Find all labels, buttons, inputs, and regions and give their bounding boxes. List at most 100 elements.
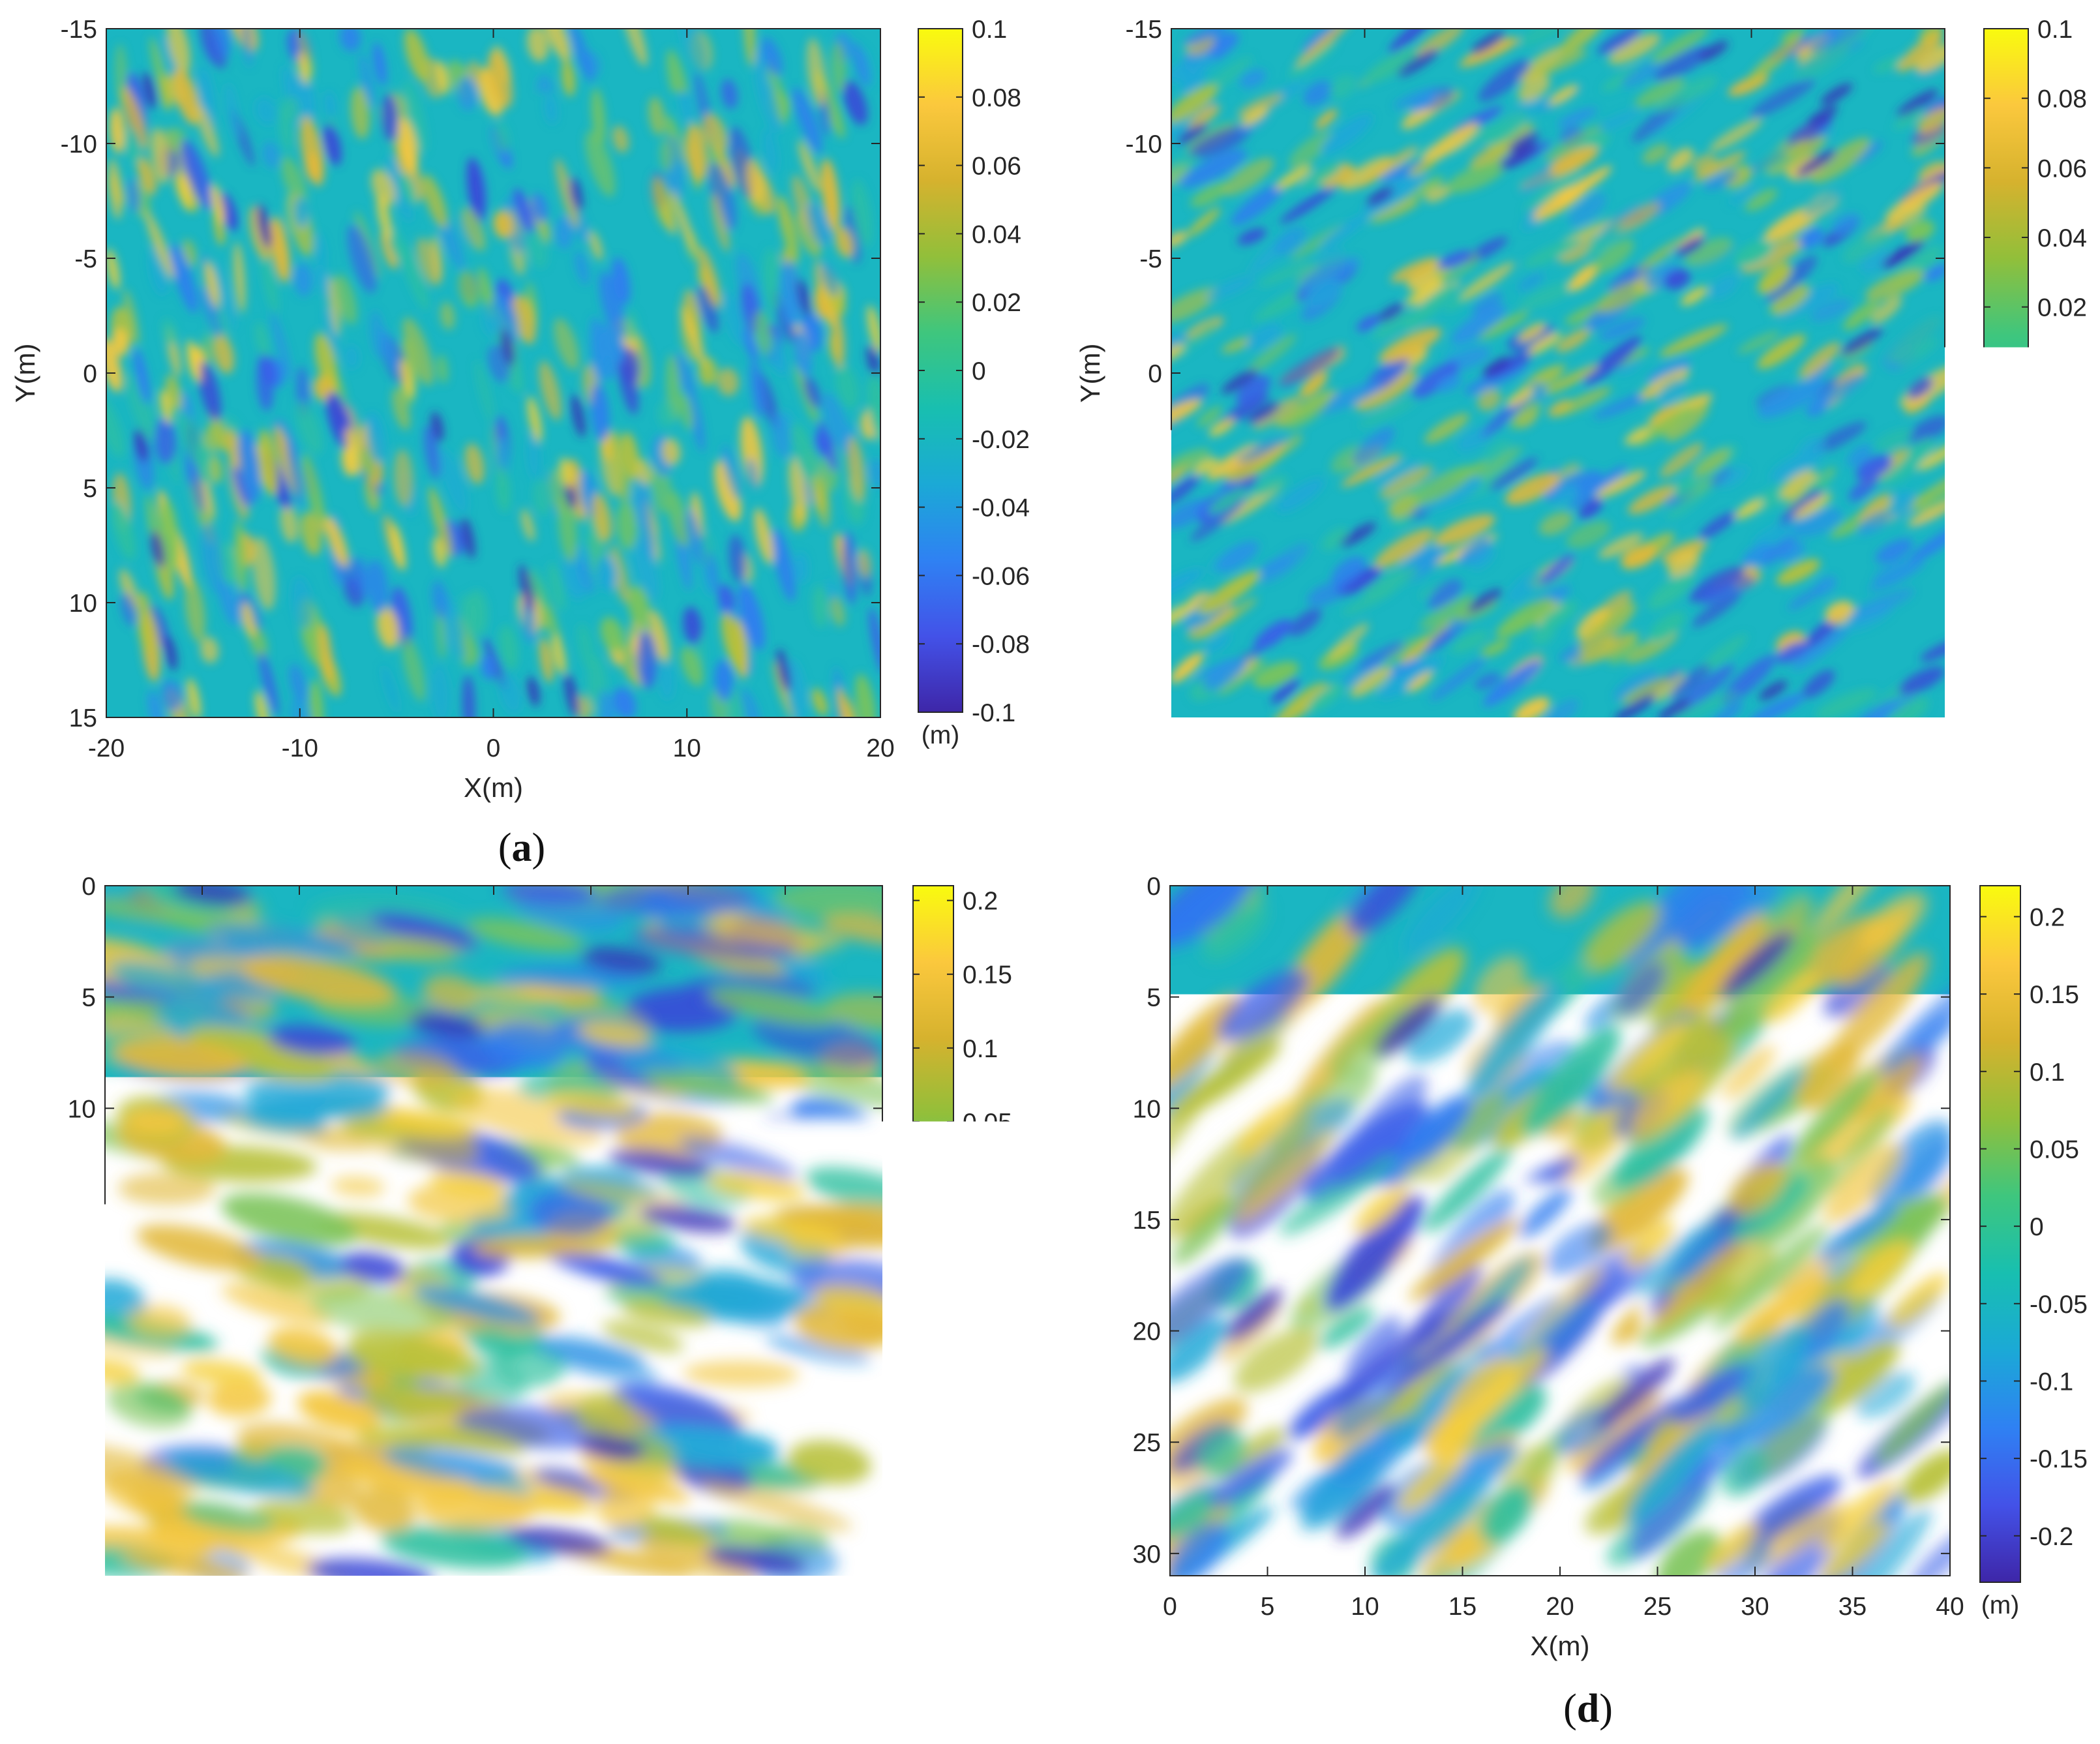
colorbar-tick-label: -0.08	[972, 631, 1030, 659]
colorbar-a	[918, 29, 963, 712]
y-tick-label: 5	[83, 475, 97, 503]
colorbar-tick-label: -0.2	[2030, 1523, 2073, 1551]
y-tick-label: 30	[1133, 1541, 1161, 1569]
panel-caption-c: (c)	[500, 1687, 545, 1731]
y-tick-label: -5	[74, 245, 97, 273]
x-tick-label: 15	[382, 1593, 410, 1621]
x-tick-label: 0	[1551, 734, 1565, 762]
x-tick-label: 10	[285, 1593, 313, 1621]
x-tick-label: 30	[1741, 1593, 1769, 1621]
y-tick-label: 0	[82, 873, 96, 901]
y-axis-label: Y(m)	[1073, 1201, 1104, 1261]
x-tick-label: 10	[1351, 1593, 1379, 1621]
colorbar-tick-label: -0.1	[2030, 1368, 2073, 1396]
colorbar-tick-label: 0.02	[972, 289, 1021, 317]
y-tick-label: 15	[1134, 704, 1162, 732]
colorbar-tick-label: -0.02	[2037, 433, 2095, 461]
y-tick-label: 15	[1133, 1207, 1161, 1235]
x-tick-label: 20	[1930, 734, 1958, 762]
colorbar-tick-label: -0.08	[2037, 642, 2095, 670]
x-tick-label: 20	[479, 1593, 507, 1621]
x-tick-label: 35	[1838, 1593, 1867, 1621]
colorbar-d	[1980, 886, 2020, 1582]
colorbar-tick-label: 0.06	[972, 153, 1021, 181]
colorbar-tick-label: 0.1	[963, 1035, 998, 1063]
colorbar-tick-label: 0	[972, 357, 986, 385]
x-tick-label: 30	[674, 1593, 702, 1621]
colorbar-tick-label: -0.1	[963, 1330, 1006, 1358]
y-tick-label: -10	[61, 130, 97, 158]
colorbar-c	[913, 886, 953, 1572]
y-tick-label: -15	[61, 16, 97, 44]
x-tick-label: 20	[866, 734, 894, 762]
y-axis-label: Y(m)	[10, 344, 40, 403]
colorbar-tick-label: 0.06	[2037, 155, 2087, 183]
panel-caption-a: (a)	[498, 826, 545, 870]
colorbar-tick-label: -0.25	[963, 1552, 1021, 1580]
colorbar-tick-label: 0	[963, 1182, 977, 1210]
x-axis-label: X(m)	[1531, 1631, 1590, 1661]
colorbar-tick-label: 0.15	[963, 961, 1012, 989]
y-tick-label: 5	[82, 984, 96, 1012]
colorbar-tick-label: -0.02	[972, 426, 1030, 454]
y-tick-label: 5	[1147, 984, 1161, 1012]
y-tick-label: -5	[1139, 245, 1162, 273]
heatmap-d-field	[1104, 841, 2002, 1632]
y-tick-label: 15	[69, 704, 97, 732]
y-tick-label: 0	[1147, 873, 1161, 901]
colorbar-tick-label: 0.1	[2037, 16, 2073, 44]
x-tick-label: 10	[1737, 734, 1765, 762]
y-tick-label: 10	[68, 1095, 96, 1123]
x-tick-label: -20	[88, 734, 125, 762]
colorbar-b	[1984, 29, 2028, 717]
colorbar-tick-label: 0.05	[2030, 1135, 2079, 1164]
x-tick-label: 0	[487, 734, 501, 762]
x-tick-label: 5	[1261, 1593, 1275, 1621]
y-tick-label: 0	[83, 360, 97, 388]
colorbar-unit-label: (m)	[1981, 1591, 2019, 1619]
colorbar-tick-label: 0	[2037, 363, 2052, 391]
y-tick-label: 10	[1134, 590, 1162, 618]
colorbar-tick-label: -0.06	[972, 562, 1030, 590]
y-tick-label: 0	[1148, 360, 1162, 388]
panel-caption-d: (d)	[1563, 1687, 1613, 1731]
colorbar-unit-label: (m)	[914, 1581, 952, 1609]
colorbar-tick-label: 0.15	[2030, 981, 2079, 1009]
x-axis-label: X(m)	[464, 772, 523, 803]
y-tick-label: 5	[1148, 475, 1162, 503]
y-tick-label: 15	[68, 1207, 96, 1235]
colorbar-tick-label: -0.04	[972, 494, 1030, 522]
y-tick-label: -15	[1126, 16, 1162, 44]
colorbar-tick-label: -0.2	[963, 1478, 1006, 1506]
colorbar-tick-label: 0.08	[972, 84, 1021, 112]
colorbar-tick-label: 0.02	[2037, 294, 2087, 322]
x-tick-label: 0	[98, 1593, 112, 1621]
x-tick-label: 20	[1546, 1593, 1574, 1621]
y-tick-label: -10	[1126, 130, 1162, 158]
x-tick-label: 15	[1448, 1593, 1477, 1621]
heatmap-b-field	[1140, 6, 1974, 745]
colorbar-tick-label: 0.2	[963, 888, 998, 916]
y-tick-label: 20	[1133, 1318, 1161, 1346]
colorbar-tick-label: 0.1	[2030, 1059, 2065, 1087]
y-tick-label: 30	[68, 1541, 96, 1569]
colorbar-tick-label: 0.05	[963, 1109, 1012, 1137]
x-tick-label: 35	[771, 1593, 799, 1621]
colorbar-tick-label: 0.04	[2037, 224, 2087, 252]
colorbar-unit-label: (m)	[1987, 727, 2025, 755]
x-tick-label: 10	[673, 734, 701, 762]
colorbar-tick-label: -0.06	[2037, 572, 2095, 600]
panel-caption-b: (b)	[1563, 826, 1613, 870]
x-axis-label: X(m)	[464, 1631, 524, 1661]
y-tick-label: 20	[68, 1318, 96, 1346]
heatmap-a-field	[89, 0, 895, 745]
x-tick-label: 40	[868, 1593, 896, 1621]
y-tick-label: 10	[69, 590, 97, 618]
x-tick-label: -10	[282, 734, 318, 762]
colorbar-tick-label: -0.15	[2030, 1445, 2088, 1473]
y-tick-label: 10	[1133, 1095, 1161, 1123]
x-tick-label: 5	[195, 1593, 209, 1621]
x-tick-label: -10	[1346, 734, 1383, 762]
x-tick-label: -20	[1153, 734, 1190, 762]
